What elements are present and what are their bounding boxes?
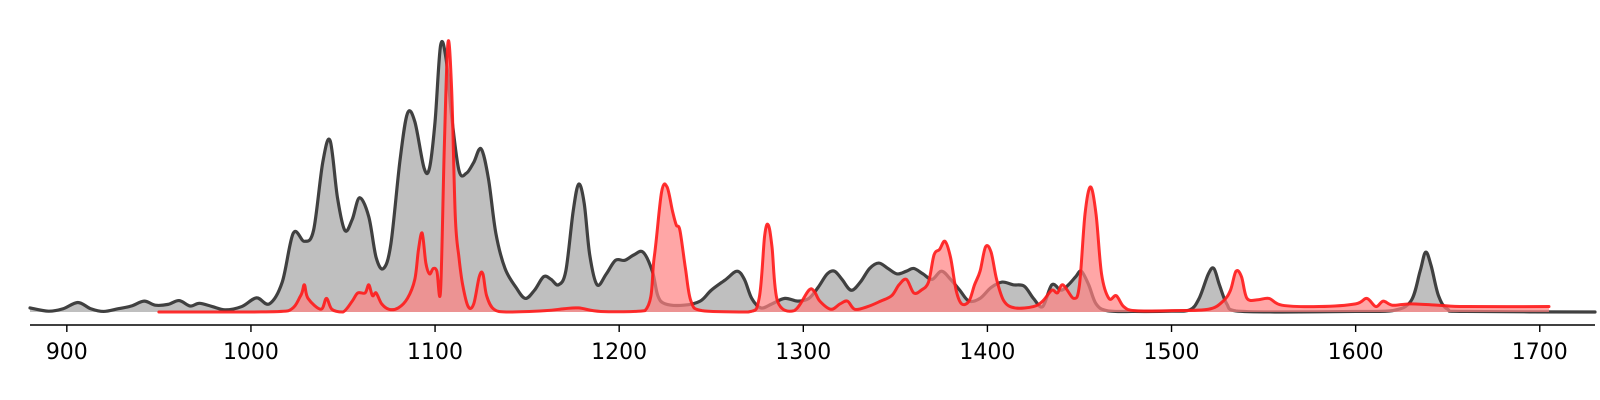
x-axis-ticks: 900 1000 1100 1200 1300 1400 1500 1600 1700 <box>46 325 1568 365</box>
x-tick-label: 1300 <box>775 340 831 365</box>
x-tick-label: 1000 <box>223 340 279 365</box>
x-tick-label: 900 <box>46 340 88 365</box>
series-2-line <box>157 39 1551 314</box>
series-layer <box>28 39 1597 314</box>
series-1-line <box>28 39 1597 314</box>
series-1-area <box>30 41 1595 312</box>
x-tick-label: 1200 <box>591 340 647 365</box>
x-tick-label: 1600 <box>1328 340 1384 365</box>
x-tick-label: 1500 <box>1144 340 1200 365</box>
x-tick-label: 1700 <box>1512 340 1568 365</box>
x-tick-label: 1400 <box>959 340 1015 365</box>
x-tick-label: 1100 <box>407 340 463 365</box>
